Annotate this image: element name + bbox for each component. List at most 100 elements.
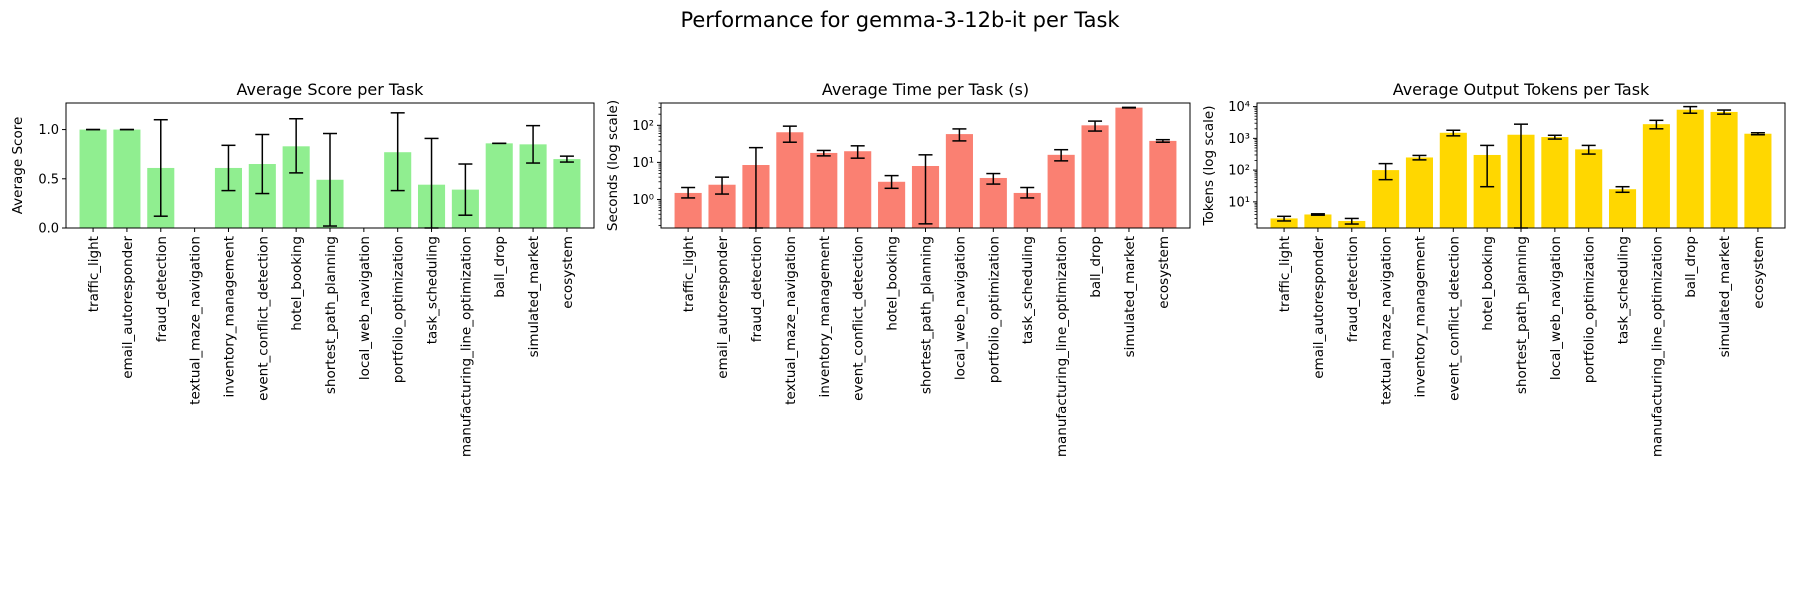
time-bar <box>1115 107 1143 228</box>
time-errorbar <box>1054 148 1069 162</box>
time-errorbar <box>918 154 933 225</box>
tokens-errorbar <box>1615 185 1630 194</box>
score-bar <box>485 143 513 228</box>
time-bar <box>1047 154 1075 228</box>
tokens-x-tick-label: hotel_booking <box>1480 236 1496 331</box>
time-x-tick-label: email_autoresponder <box>715 236 731 379</box>
score-errorbar <box>153 118 168 217</box>
score-errorbar <box>458 163 473 216</box>
time-bar <box>776 132 804 228</box>
time-x-tick-label: hotel_booking <box>885 236 901 331</box>
tokens-errorbar <box>1344 217 1359 225</box>
time-errorbar <box>1020 186 1035 199</box>
score-bar <box>113 129 141 228</box>
time-errorbar <box>884 174 899 190</box>
tokens-errorbar <box>1717 109 1732 115</box>
tokens-x-tick-label: manufacturing_line_optimization <box>1649 236 1665 457</box>
time-errorbar <box>952 128 967 142</box>
tokens-errorbar <box>1581 144 1596 155</box>
time-errorbar <box>1121 106 1136 109</box>
time-bar <box>674 192 702 228</box>
tokens-panel: 10¹ 10² 10³ 10⁴ traffic_light email_autorespo… <box>1201 80 1786 457</box>
score-errorbar <box>221 144 236 192</box>
tokens-errorbar <box>1750 132 1765 136</box>
time-errorbar <box>715 176 730 195</box>
tokens-x-tick-label: simulated_market <box>1717 236 1733 357</box>
tokens-bar <box>1642 124 1670 228</box>
time-x-tick-label: simulated_market <box>1122 236 1138 357</box>
score-x-tick-label: email_autoresponder <box>120 236 136 379</box>
time-errorbar <box>986 172 1001 185</box>
time-x-tick-label: ball_drop <box>1088 236 1104 298</box>
score-chart-title: Average Score per Task <box>237 80 425 99</box>
tokens-bar <box>1541 137 1569 228</box>
score-y-tick-label: 1.0 <box>38 123 59 138</box>
time-x-tick-label: event_conflict_detection <box>851 236 867 401</box>
tokens-y-tick-label: 10¹ <box>1228 195 1250 210</box>
score-errorbar <box>255 133 270 195</box>
score-x-tick-label: event_conflict_detection <box>255 236 271 401</box>
tokens-bar <box>1405 157 1433 228</box>
time-bar <box>810 152 838 228</box>
tokens-bar <box>1609 189 1637 228</box>
score-bar <box>79 129 107 228</box>
time-errorbar <box>816 149 831 157</box>
score-errorbar <box>559 155 574 163</box>
tokens-errorbar <box>1547 134 1562 140</box>
time-x-tick-label: portfolio_optimization <box>986 236 1002 383</box>
tokens-x-tick-label: ball_drop <box>1683 236 1699 298</box>
time-errorbar <box>850 145 865 159</box>
tokens-x-tick-label: task_scheduling <box>1616 236 1632 344</box>
score-x-tick-label: inventory_management <box>221 236 237 397</box>
tokens-bar <box>1676 109 1704 228</box>
tokens-x-tick-label: portfolio_optimization <box>1582 236 1598 383</box>
time-errorbar <box>681 186 696 199</box>
time-bar <box>945 134 973 228</box>
score-y-tick-label: 0.0 <box>38 222 59 237</box>
tokens-x-tick-label: textual_maze_navigation <box>1379 236 1395 405</box>
score-errorbar <box>526 124 541 164</box>
tokens-errorbar <box>1446 129 1461 137</box>
time-bar <box>1013 192 1041 228</box>
tokens-errorbar <box>1683 105 1698 114</box>
time-y-tick-label: 10² <box>632 119 654 134</box>
tokens-x-tick-label: event_conflict_detection <box>1446 236 1462 401</box>
tokens-errorbar <box>1649 119 1664 130</box>
time-errorbar <box>1155 138 1170 143</box>
tokens-errorbar <box>1378 162 1393 181</box>
score-x-tick-label: shortest_path_planning <box>323 236 339 394</box>
time-panel: 10⁰ 10¹ 10² traffic_light email_autoresponde… <box>605 80 1191 457</box>
time-x-tick-label: task_scheduling <box>1020 236 1036 344</box>
score-x-tick-label: manufacturing_line_optimization <box>458 236 474 457</box>
tokens-bar <box>1744 133 1772 228</box>
score-x-tick-label: task_scheduling <box>425 236 441 344</box>
tokens-errorbar <box>1412 154 1427 161</box>
time-y-tick-label: 10¹ <box>632 156 654 171</box>
time-x-tick-label: traffic_light <box>681 236 697 312</box>
score-x-tick-label: simulated_market <box>526 236 542 357</box>
score-x-tick-label: local_web_navigation <box>357 236 373 380</box>
time-x-tick-label: fraud_detection <box>749 236 765 342</box>
score-x-tick-label: ball_drop <box>492 236 508 298</box>
tokens-x-tick-label: shortest_path_planning <box>1514 236 1530 394</box>
tokens-x-tick-label: local_web_navigation <box>1548 236 1564 380</box>
time-y-tick-label: 10⁰ <box>632 193 654 208</box>
time-bar <box>1149 140 1177 228</box>
tokens-bar <box>1575 149 1603 228</box>
tokens-x-tick-label: traffic_light <box>1277 236 1293 312</box>
tokens-bar <box>1270 218 1298 228</box>
time-errorbar <box>1088 120 1103 132</box>
time-x-tick-label: shortest_path_planning <box>919 236 935 394</box>
tokens-y-tick-label: 10² <box>1228 164 1250 179</box>
tokens-bar <box>1304 214 1332 228</box>
tokens-x-tick-label: fraud_detection <box>1345 236 1361 342</box>
tokens-errorbar <box>1310 213 1325 216</box>
time-x-tick-label: textual_maze_navigation <box>783 236 799 405</box>
score-y-axis-label: Average Score <box>10 117 26 215</box>
score-panel: 0.0 0.5 1.0 traffic_light email_autoresponde… <box>10 80 595 457</box>
tokens-y-tick-label: 10³ <box>1228 132 1250 147</box>
tokens-errorbar <box>1277 215 1292 222</box>
score-x-tick-label: traffic_light <box>86 236 102 312</box>
time-x-tick-label: local_web_navigation <box>952 236 968 380</box>
